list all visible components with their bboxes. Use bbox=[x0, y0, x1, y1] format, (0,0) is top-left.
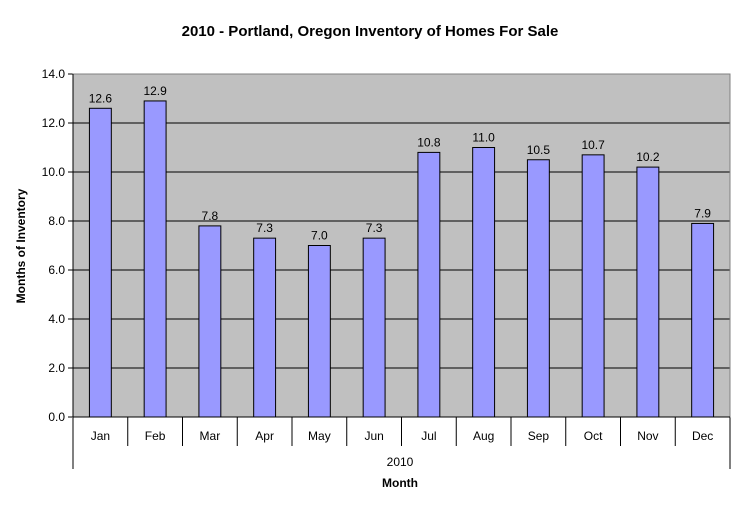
bar-feb bbox=[143, 100, 167, 418]
bar-nov bbox=[636, 166, 660, 418]
x-axis-title: Month bbox=[382, 476, 418, 490]
x-tick-label: Sep bbox=[528, 429, 550, 443]
x-tick-label: Nov bbox=[637, 429, 658, 443]
x-tick-label: Mar bbox=[200, 429, 221, 443]
x-tick-label: Dec bbox=[692, 429, 713, 443]
bar-may bbox=[307, 245, 331, 418]
data-label: 12.6 bbox=[89, 91, 113, 105]
x-tick-label: Aug bbox=[473, 429, 494, 443]
data-label: 10.7 bbox=[581, 138, 605, 152]
axes bbox=[72, 73, 731, 418]
y-tick-label: 4.0 bbox=[48, 312, 65, 326]
x-tick-label: Jul bbox=[421, 429, 436, 443]
bar-sep bbox=[526, 159, 550, 418]
bars bbox=[88, 100, 715, 418]
y-axis-ticks: 0.0 2.0 4.0 6.0 8.0 10.0 12.0 14.0 bbox=[42, 67, 73, 424]
y-tick-label: 6.0 bbox=[48, 263, 65, 277]
y-tick-label: 8.0 bbox=[48, 214, 65, 228]
y-tick-label: 10.0 bbox=[42, 165, 66, 179]
x-tick-label: Feb bbox=[145, 429, 166, 443]
bar-mar bbox=[198, 225, 222, 418]
bar-jun bbox=[362, 237, 386, 418]
y-axis-title: Months of Inventory bbox=[14, 188, 28, 303]
y-tick-label: 0.0 bbox=[48, 410, 65, 424]
x-tick-label: May bbox=[308, 429, 331, 443]
data-label: 10.8 bbox=[417, 135, 441, 149]
data-label: 7.3 bbox=[366, 221, 383, 235]
x-tick-label: Oct bbox=[584, 429, 603, 443]
bar-oct bbox=[581, 154, 605, 418]
y-tick-label: 2.0 bbox=[48, 361, 65, 375]
bar-jan bbox=[88, 107, 112, 418]
x-tick-label: Apr bbox=[255, 429, 274, 443]
bar-apr bbox=[253, 237, 277, 418]
bar-jul bbox=[417, 151, 441, 418]
x-tick-label: Jun bbox=[364, 429, 383, 443]
x-group-label: 2010 bbox=[387, 455, 414, 469]
y-tick-label: 14.0 bbox=[42, 67, 66, 81]
bar-dec bbox=[691, 222, 715, 418]
data-label: 7.0 bbox=[311, 229, 328, 243]
data-label: 7.9 bbox=[694, 206, 711, 220]
data-label: 12.9 bbox=[143, 84, 167, 98]
chart-title: 2010 - Portland, Oregon Inventory of Hom… bbox=[182, 23, 559, 40]
bar-aug bbox=[472, 147, 496, 418]
x-tick-label: Jan bbox=[91, 429, 110, 443]
data-label: 7.3 bbox=[256, 221, 273, 235]
data-label: 7.8 bbox=[202, 209, 219, 223]
data-labels: 12.6 12.9 7.8 7.3 7.0 7.3 10.8 11.0 10.5 10.7 10.2… bbox=[89, 84, 712, 243]
data-label: 11.0 bbox=[472, 131, 495, 145]
data-label: 10.5 bbox=[527, 143, 551, 157]
plot-area bbox=[73, 74, 730, 417]
plot-background bbox=[73, 74, 730, 417]
y-tick-label: 12.0 bbox=[42, 116, 66, 130]
x-axis-ticks: Jan Feb Mar Apr May Jun Jul Aug Sep Oct Nov Dec bbox=[72, 417, 731, 469]
data-label: 10.2 bbox=[636, 150, 660, 164]
